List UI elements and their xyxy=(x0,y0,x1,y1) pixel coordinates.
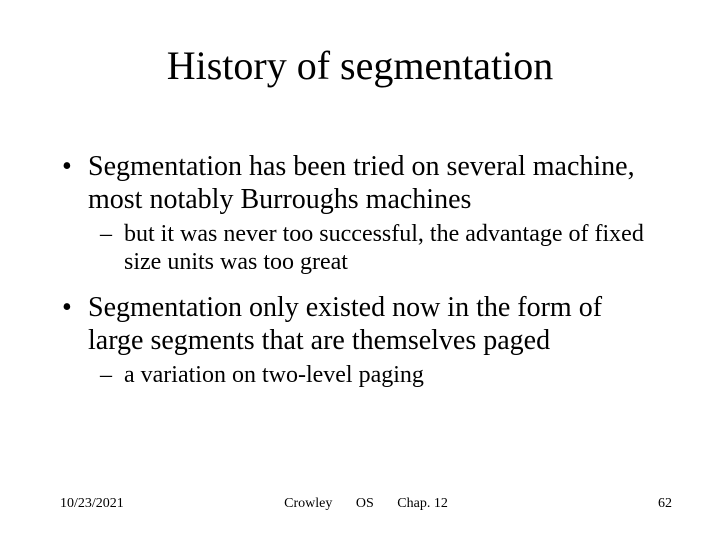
bullet-2: Segmentation only existed now in the for… xyxy=(60,291,660,357)
bullet-1-sub-1: but it was never too successful, the adv… xyxy=(60,220,660,277)
slide: History of segmentation Segmentation has… xyxy=(0,0,720,540)
footer-course: OS xyxy=(356,496,374,511)
slide-title: History of segmentation xyxy=(0,42,720,89)
slide-body: Segmentation has been tried on several m… xyxy=(60,150,660,403)
footer-page: 62 xyxy=(658,496,672,512)
footer-center: Crowley OS Chap. 12 xyxy=(60,496,672,512)
footer-author: Crowley xyxy=(284,496,332,511)
bullet-1: Segmentation has been tried on several m… xyxy=(60,150,660,216)
bullet-2-sub-1: a variation on two-level paging xyxy=(60,361,660,389)
footer-chapter: Chap. 12 xyxy=(397,496,448,511)
